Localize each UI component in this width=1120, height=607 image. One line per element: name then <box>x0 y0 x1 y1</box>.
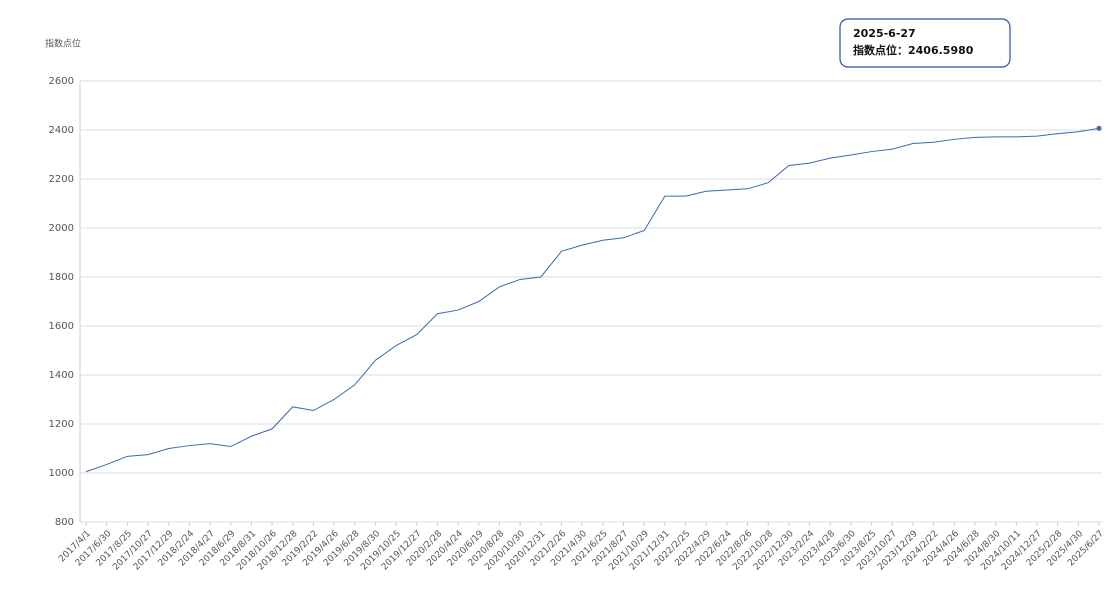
y-tick-label: 1800 <box>49 272 74 283</box>
y-tick-label: 2400 <box>49 125 74 136</box>
tooltip: 2025-6-27 指数点位：2406.5980 <box>839 18 1011 68</box>
y-tick-label: 2000 <box>49 223 74 234</box>
y-tick-label: 1200 <box>49 419 74 430</box>
data-line <box>85 127 1100 473</box>
y-tick-label: 2200 <box>49 174 74 185</box>
tooltip-label: 指数点位： <box>853 43 908 57</box>
y-tick-label: 1600 <box>49 321 74 332</box>
tooltip-date: 2025-6-27 <box>853 27 916 40</box>
tooltip-number: 2406.5980 <box>908 44 974 57</box>
y-tick-label: 800 <box>55 517 74 528</box>
hover-point <box>1096 125 1102 131</box>
y-tick-label: 1400 <box>49 370 74 381</box>
tooltip-value: 指数点位：2406.5980 <box>853 43 974 57</box>
y-tick-label: 2600 <box>49 76 74 87</box>
y-tick-label: 1000 <box>49 468 74 479</box>
y-axis-label: 指数点位 <box>45 38 81 50</box>
tooltip-box <box>839 18 1011 68</box>
